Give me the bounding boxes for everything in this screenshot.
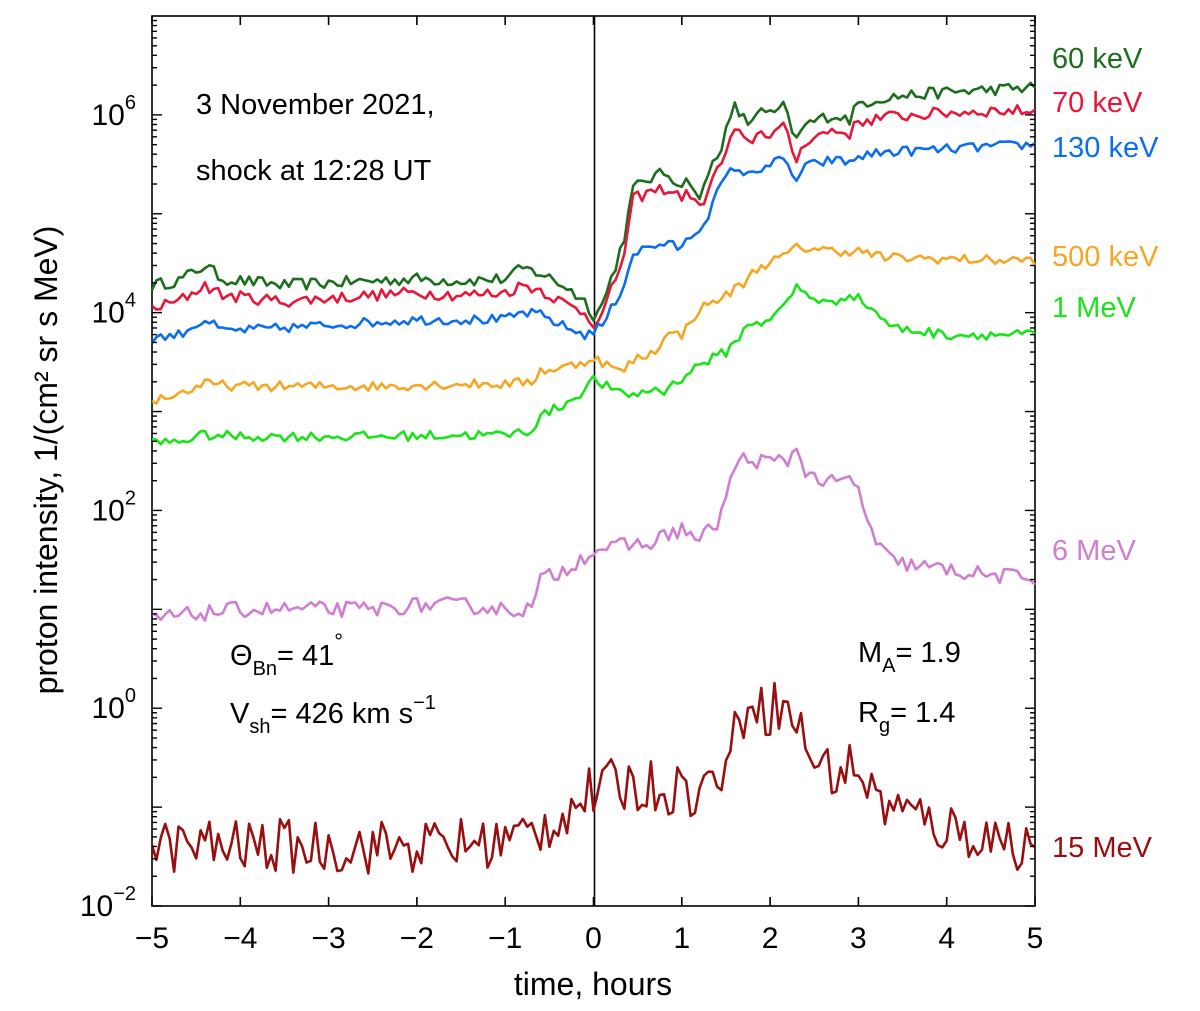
y-tick-label: 100: [92, 685, 137, 725]
x-tick-label: 4: [938, 922, 955, 955]
y-tick-label: 10−2: [80, 883, 136, 923]
legend-15mev: 15 MeV: [1052, 832, 1153, 864]
y-tick-label: 104: [92, 290, 137, 330]
x-tick-label: 0: [585, 922, 602, 955]
legend-70kev: 70 keV: [1052, 87, 1143, 119]
x-axis-label: time, hours: [514, 966, 672, 1002]
x-tick-label: 1: [673, 922, 690, 955]
series-layer: [150, 81, 1037, 875]
series-line-15mev: [150, 681, 1036, 875]
legend-500kev: 500 keV: [1052, 241, 1159, 273]
x-tick-label: −2: [400, 922, 434, 955]
series-line-500kev: [151, 242, 1037, 405]
y-tick-label: 102: [92, 487, 137, 527]
x-axis-ticks: −5 −4 −3 −2 −1 0 1 2 3 4 5: [135, 16, 1043, 955]
series-line-60kev: [150, 81, 1036, 322]
series-line-70kev: [151, 104, 1036, 329]
annotation-shock-speed: Vsh= 426 km s−1: [230, 692, 436, 738]
legend-60kev: 60 keV: [1052, 43, 1143, 75]
plot-frame: [151, 15, 1036, 907]
annotation-compression-ratio: Rg= 1.4: [858, 697, 955, 737]
annotation-theta-bn: ΘBn= 41°: [230, 629, 343, 680]
x-tick-label: −5: [135, 922, 169, 955]
x-tick-label: 3: [850, 922, 867, 955]
series-line-6mev: [151, 447, 1036, 622]
legend-6mev: 6 MeV: [1052, 535, 1136, 567]
annotation-shock-time: shock at 12:28 UT: [196, 155, 432, 187]
x-tick-label: −1: [488, 922, 522, 955]
legend-1mev: 1 MeV: [1052, 292, 1136, 324]
y-tick-label: 106: [92, 92, 137, 132]
x-tick-label: −4: [223, 922, 257, 955]
x-tick-label: 2: [762, 922, 779, 955]
x-tick-label: −3: [311, 922, 345, 955]
legend-130kev: 130 keV: [1052, 132, 1159, 164]
series-line-1mev: [151, 283, 1036, 446]
y-axis-label: proton intensity, 1/(cm² sr s MeV): [28, 226, 64, 695]
y-axis-ticks: 106 104 102 100 10−2: [80, 19, 1035, 923]
x-tick-label: 5: [1027, 922, 1044, 955]
annotation-date: 3 November 2021,: [196, 89, 435, 121]
annotation-mach-number: MA= 1.9: [858, 637, 961, 677]
series-line-130kev: [150, 140, 1036, 344]
